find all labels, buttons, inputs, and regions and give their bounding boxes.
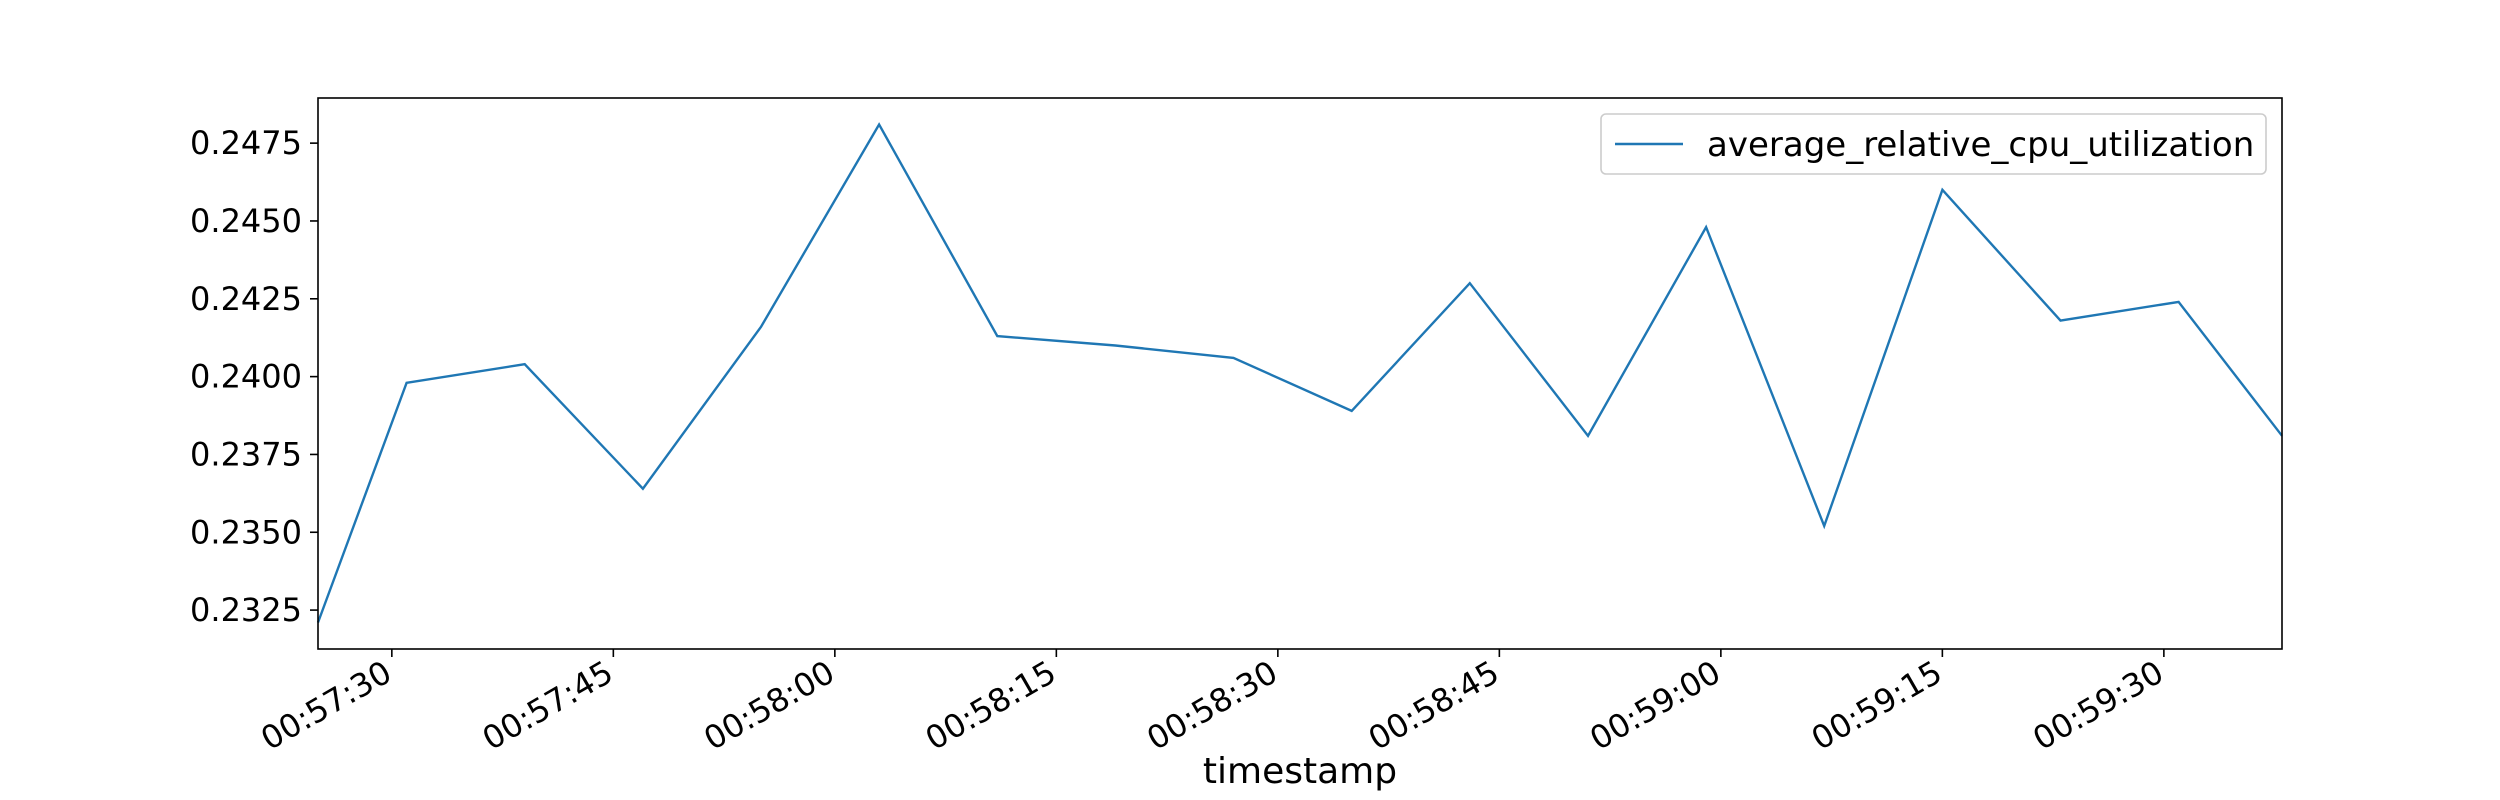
series-line-average-relative-cpu-utilization xyxy=(316,122,2283,623)
x-tick-label: 00:59:15 xyxy=(1805,653,1948,758)
legend: average_relative_cpu_utilization xyxy=(1600,113,2267,175)
y-tick-label: 0.2400 xyxy=(190,358,302,396)
x-tick-label: 00:58:15 xyxy=(919,653,1062,758)
legend-label: average_relative_cpu_utilization xyxy=(1707,125,2254,165)
x-tick-label: 00:58:30 xyxy=(1140,653,1283,758)
legend-box xyxy=(1600,113,2267,175)
x-tick-label: 00:58:45 xyxy=(1362,653,1505,758)
y-tick-label: 0.2425 xyxy=(190,280,302,318)
x-axis-label: timestamp xyxy=(1203,751,1397,792)
axes-frame xyxy=(317,97,2283,650)
x-tick-label: 00:57:45 xyxy=(476,653,619,758)
y-tick-label: 0.2475 xyxy=(190,124,302,162)
y-tick-label: 0.2450 xyxy=(190,202,302,240)
x-axis: 00:57:30 00:57:45 00:58:00 00:58:15 00:58:30… xyxy=(254,649,2170,758)
y-tick-label: 0.2350 xyxy=(190,513,302,551)
x-tick-label: 00:58:00 xyxy=(697,653,840,758)
y-axis: 0.2325 0.2350 0.2375 0.2400 0.2425 0.2450 0.24… xyxy=(190,124,318,629)
x-tick-label: 00:57:30 xyxy=(254,653,397,758)
y-tick-label: 0.2325 xyxy=(190,591,302,629)
y-tick-label: 0.2375 xyxy=(190,435,302,473)
x-tick-label: 00:59:00 xyxy=(1583,653,1726,758)
x-tick-label: 00:59:30 xyxy=(2026,653,2169,758)
